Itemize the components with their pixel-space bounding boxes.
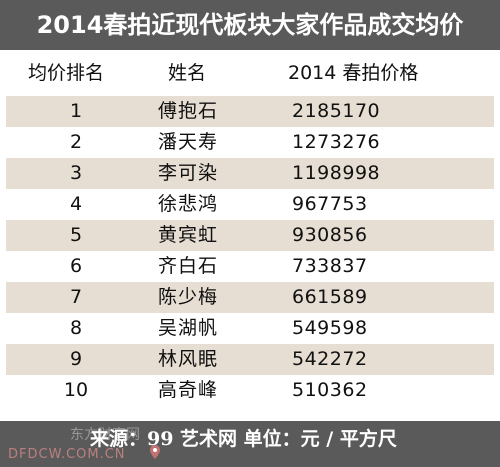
- table-row: 3 李可染 1198998: [6, 158, 494, 189]
- watermark-url: DFDCW.COM.CN: [8, 447, 126, 462]
- page-title: 2014春拍近现代板块大家作品成交均价: [0, 0, 500, 50]
- table-row: 9 林风眠 542272: [6, 344, 494, 375]
- name-cell: 吴湖帆: [158, 317, 219, 339]
- table-row: 4 徐悲鸿 967753: [6, 189, 494, 220]
- table-header: 均价排名 姓名 2014 春拍价格: [6, 50, 494, 96]
- rank-cell: 1: [69, 100, 83, 122]
- rank-cell: 10: [63, 379, 89, 401]
- name-cell: 陈少梅: [158, 286, 219, 308]
- name-cell: 李可染: [158, 162, 219, 184]
- price-cell: 542272: [292, 348, 368, 370]
- price-cell: 967753: [292, 193, 368, 215]
- price-cell: 1198998: [292, 162, 381, 184]
- rank-cell: 2: [69, 131, 83, 153]
- name-cell: 潘天寿: [158, 131, 219, 153]
- price-cell: 2185170: [292, 100, 381, 122]
- table-row: 6 齐白石 733837: [6, 251, 494, 282]
- name-cell: 傅抱石: [158, 100, 219, 122]
- source-note: 来源：99 艺术网 单位：元 / 平方尺: [90, 428, 397, 450]
- footer-bar: [0, 421, 500, 467]
- name-cell: 徐悲鸿: [158, 193, 219, 215]
- table-row: 5 黄宾虹 930856: [6, 220, 494, 251]
- name-cell: 林风眠: [158, 348, 219, 370]
- rank-cell: 7: [69, 286, 83, 308]
- price-cell: 930856: [292, 224, 368, 246]
- price-cell: 510362: [292, 379, 368, 401]
- header-price: 2014 春拍价格: [288, 62, 419, 84]
- rank-cell: 4: [69, 193, 83, 215]
- watermark-site-name: 东方财富网: [70, 427, 140, 443]
- rank-cell: 9: [69, 348, 83, 370]
- rank-cell: 5: [69, 224, 83, 246]
- name-cell: 齐白石: [158, 255, 219, 277]
- table-row: 1 傅抱石 2185170: [6, 96, 494, 127]
- name-cell: 黄宾虹: [158, 224, 219, 246]
- price-cell: 661589: [292, 286, 368, 308]
- header-name: 姓名: [168, 62, 207, 84]
- header-rank: 均价排名: [28, 62, 105, 84]
- ranking-table: 均价排名 姓名 2014 春拍价格 1 傅抱石 2185170 2 潘天寿 12…: [6, 50, 494, 406]
- price-cell: 1273276: [292, 131, 381, 153]
- price-cell: 549598: [292, 317, 368, 339]
- table-row: 10 高奇峰 510362: [6, 375, 494, 406]
- rank-cell: 3: [69, 162, 83, 184]
- table-row: 2 潘天寿 1273276: [6, 127, 494, 158]
- location-pin-icon: [150, 445, 160, 459]
- price-cell: 733837: [292, 255, 368, 277]
- rank-cell: 6: [69, 255, 83, 277]
- table-row: 7 陈少梅 661589: [6, 282, 494, 313]
- table-row: 8 吴湖帆 549598: [6, 313, 494, 344]
- rank-cell: 8: [69, 317, 83, 339]
- name-cell: 高奇峰: [158, 379, 219, 401]
